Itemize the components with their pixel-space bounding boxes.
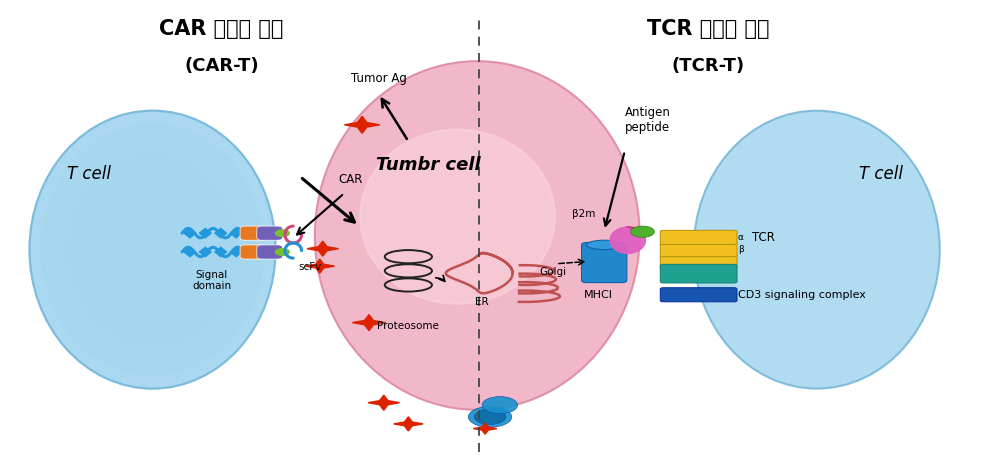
Text: Signal
domain: Signal domain <box>192 270 231 292</box>
FancyBboxPatch shape <box>257 226 282 240</box>
Polygon shape <box>473 423 497 434</box>
Text: ER: ER <box>475 297 489 307</box>
Text: α: α <box>738 233 744 242</box>
Ellipse shape <box>42 125 264 375</box>
Text: Tumor Ag: Tumor Ag <box>351 72 406 85</box>
FancyBboxPatch shape <box>257 245 282 259</box>
Text: CAR: CAR <box>338 173 362 186</box>
Text: T cell: T cell <box>67 165 110 183</box>
Polygon shape <box>184 228 196 238</box>
FancyBboxPatch shape <box>582 243 627 283</box>
Circle shape <box>468 406 512 427</box>
Text: Golgi: Golgi <box>539 267 567 277</box>
Polygon shape <box>394 417 423 431</box>
Circle shape <box>276 249 289 255</box>
FancyBboxPatch shape <box>240 226 268 240</box>
Ellipse shape <box>360 130 555 304</box>
Text: CD3 signaling complex: CD3 signaling complex <box>738 290 866 300</box>
Text: TCR: TCR <box>752 231 774 244</box>
Polygon shape <box>307 241 338 256</box>
FancyBboxPatch shape <box>240 245 268 259</box>
Polygon shape <box>368 395 400 410</box>
Circle shape <box>474 409 506 424</box>
Ellipse shape <box>315 61 640 410</box>
Polygon shape <box>352 315 386 331</box>
FancyBboxPatch shape <box>660 243 737 257</box>
Polygon shape <box>230 228 242 238</box>
Text: Tumbr cell: Tumbr cell <box>376 156 480 174</box>
Polygon shape <box>184 247 196 257</box>
Polygon shape <box>610 227 646 253</box>
Ellipse shape <box>30 111 276 389</box>
Text: (TCR-T): (TCR-T) <box>672 57 745 74</box>
Polygon shape <box>215 228 226 238</box>
Polygon shape <box>200 228 212 238</box>
Text: scFv: scFv <box>298 262 322 272</box>
Ellipse shape <box>586 240 622 250</box>
Circle shape <box>631 226 654 237</box>
Polygon shape <box>627 227 645 233</box>
FancyBboxPatch shape <box>660 288 737 302</box>
Circle shape <box>276 230 289 236</box>
Text: T cell: T cell <box>859 165 902 183</box>
Text: CAR 유전자 도입: CAR 유전자 도입 <box>159 19 283 39</box>
Text: TCR 유전자 도입: TCR 유전자 도입 <box>647 19 769 39</box>
FancyBboxPatch shape <box>660 230 737 244</box>
FancyBboxPatch shape <box>660 264 737 283</box>
Text: Antigen
peptide: Antigen peptide <box>625 106 670 134</box>
Polygon shape <box>230 247 242 257</box>
Ellipse shape <box>67 153 239 347</box>
Text: β: β <box>738 245 744 254</box>
Polygon shape <box>215 247 226 257</box>
Text: MHCI: MHCI <box>584 290 613 300</box>
Ellipse shape <box>694 111 940 389</box>
FancyBboxPatch shape <box>660 255 737 269</box>
Polygon shape <box>344 116 380 133</box>
Ellipse shape <box>30 111 276 389</box>
Polygon shape <box>305 259 335 273</box>
Text: Proteosome: Proteosome <box>378 321 439 331</box>
Text: β2m: β2m <box>572 209 595 219</box>
Text: (CAR-T): (CAR-T) <box>184 57 259 74</box>
Circle shape <box>482 397 518 414</box>
Polygon shape <box>200 247 212 257</box>
